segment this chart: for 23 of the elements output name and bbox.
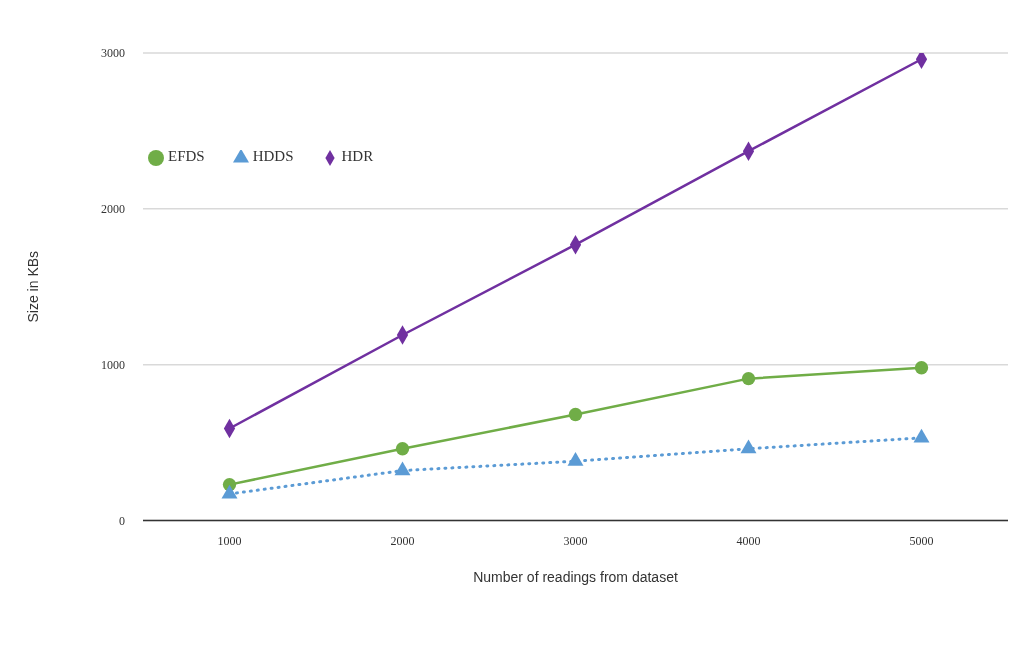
legend-label: HDR (341, 148, 374, 164)
y-axis-title: Size in KBs (24, 250, 41, 323)
y-tick-label: 3000 (101, 46, 125, 61)
point (394, 461, 411, 476)
point (395, 442, 410, 456)
x-tick-label: 2000 (390, 533, 415, 548)
y-tick-label: 0 (119, 513, 125, 528)
legend-label: EFDS (168, 148, 205, 164)
legend-label: HDDS (252, 148, 294, 164)
point (913, 428, 930, 443)
x-tick-label: 3000 (563, 533, 588, 548)
y-tick-label: 2000 (101, 202, 125, 217)
x-axis-title: Number of readings from dataset (473, 569, 678, 586)
point (740, 439, 757, 454)
point (221, 484, 238, 499)
point (568, 407, 583, 422)
x-tick-label: 1000 (217, 533, 242, 548)
point (567, 452, 584, 466)
point (914, 361, 929, 375)
x-tick-label: 5000 (909, 533, 934, 548)
y-tick-label: 1000 (101, 357, 125, 372)
point (741, 371, 756, 386)
x-tick-label: 4000 (736, 533, 761, 548)
